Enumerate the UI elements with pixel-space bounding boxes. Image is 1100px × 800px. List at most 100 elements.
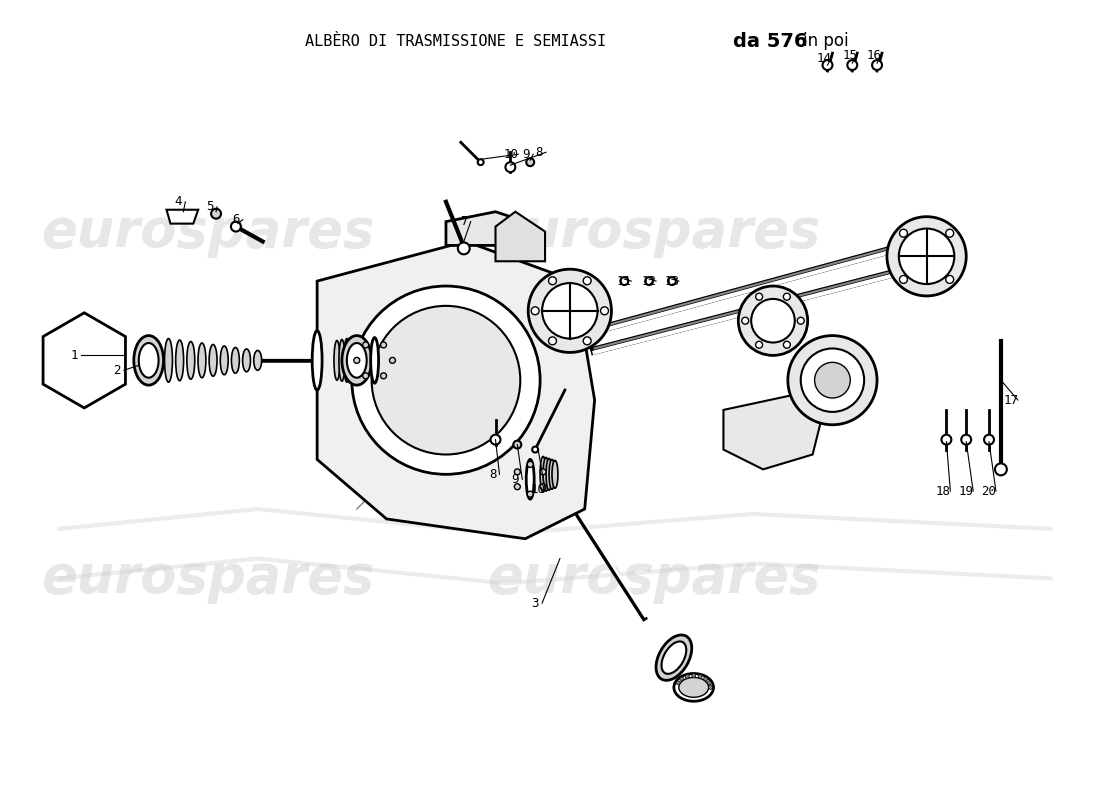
Circle shape [531,307,539,314]
Polygon shape [495,212,546,262]
Circle shape [231,222,241,231]
Text: 18: 18 [936,485,950,498]
Circle shape [583,277,591,285]
Ellipse shape [656,635,692,680]
Circle shape [996,463,1006,475]
Text: 8: 8 [536,146,543,158]
Text: 20: 20 [981,485,997,498]
Circle shape [458,242,470,254]
Circle shape [692,674,695,678]
Polygon shape [317,242,595,538]
Circle shape [528,269,612,353]
Circle shape [676,681,680,685]
Circle shape [741,318,749,324]
Ellipse shape [543,458,549,491]
Polygon shape [43,313,125,408]
Text: eurospares: eurospares [42,206,375,258]
Circle shape [381,373,386,378]
Circle shape [620,277,628,285]
Ellipse shape [344,338,350,382]
Text: 17: 17 [1003,394,1019,406]
Circle shape [542,283,597,338]
Circle shape [515,484,520,490]
Ellipse shape [134,335,164,385]
Text: ALBÈRO DI TRASMISSIONE E SEMIASSI: ALBÈRO DI TRASMISSIONE E SEMIASSI [306,34,606,49]
Circle shape [527,491,534,497]
Text: 8: 8 [488,468,496,481]
Text: 10: 10 [504,148,519,161]
Circle shape [798,318,804,324]
Circle shape [549,337,557,345]
Circle shape [783,294,790,300]
Ellipse shape [661,642,686,674]
Circle shape [707,681,712,685]
Text: 19: 19 [959,485,974,498]
Text: eurospares: eurospares [487,552,821,604]
Text: in poi: in poi [803,32,848,50]
Circle shape [363,342,368,348]
Circle shape [352,286,540,474]
Circle shape [540,469,546,475]
Circle shape [847,60,857,70]
Ellipse shape [540,457,546,492]
Circle shape [783,342,790,348]
Ellipse shape [346,343,366,378]
Ellipse shape [342,335,372,385]
Ellipse shape [220,346,228,374]
Circle shape [708,686,713,690]
Ellipse shape [674,674,714,702]
Circle shape [900,275,908,283]
Circle shape [372,306,520,454]
Circle shape [363,373,368,378]
Text: da 576: da 576 [734,32,807,50]
Circle shape [738,286,807,355]
Ellipse shape [254,350,262,370]
Polygon shape [166,210,198,224]
Text: 16: 16 [867,49,881,62]
Circle shape [961,434,971,445]
Ellipse shape [354,337,360,384]
Circle shape [685,674,690,678]
Text: 9: 9 [522,148,530,161]
Circle shape [505,162,515,172]
Ellipse shape [334,341,340,380]
Ellipse shape [312,330,322,390]
Text: 4: 4 [175,195,183,208]
Ellipse shape [371,338,378,383]
Circle shape [491,434,501,445]
Text: 3: 3 [531,597,539,610]
Text: 13: 13 [664,274,680,287]
Text: eurospares: eurospares [42,552,375,604]
Text: 7: 7 [460,215,467,228]
Circle shape [946,230,954,237]
Circle shape [756,342,762,348]
Circle shape [946,275,954,283]
Circle shape [823,60,833,70]
Ellipse shape [198,343,206,378]
Circle shape [381,342,386,348]
Circle shape [645,277,653,285]
Circle shape [984,434,994,445]
Text: 6: 6 [232,213,240,226]
Ellipse shape [526,459,535,499]
Circle shape [583,337,591,345]
Ellipse shape [176,340,184,381]
Circle shape [680,677,684,681]
Circle shape [942,434,952,445]
Circle shape [668,277,675,285]
Circle shape [756,294,762,300]
Text: 15: 15 [843,49,858,62]
Circle shape [389,358,395,363]
Ellipse shape [209,345,217,376]
Text: 1: 1 [70,349,78,362]
Ellipse shape [243,349,251,372]
Circle shape [526,158,535,166]
Text: 10: 10 [530,482,546,496]
Text: 5: 5 [207,200,213,214]
Circle shape [540,484,546,490]
Text: eurospares: eurospares [487,206,821,258]
Circle shape [801,349,865,412]
Circle shape [514,441,521,449]
Ellipse shape [187,342,195,379]
Circle shape [532,446,538,453]
